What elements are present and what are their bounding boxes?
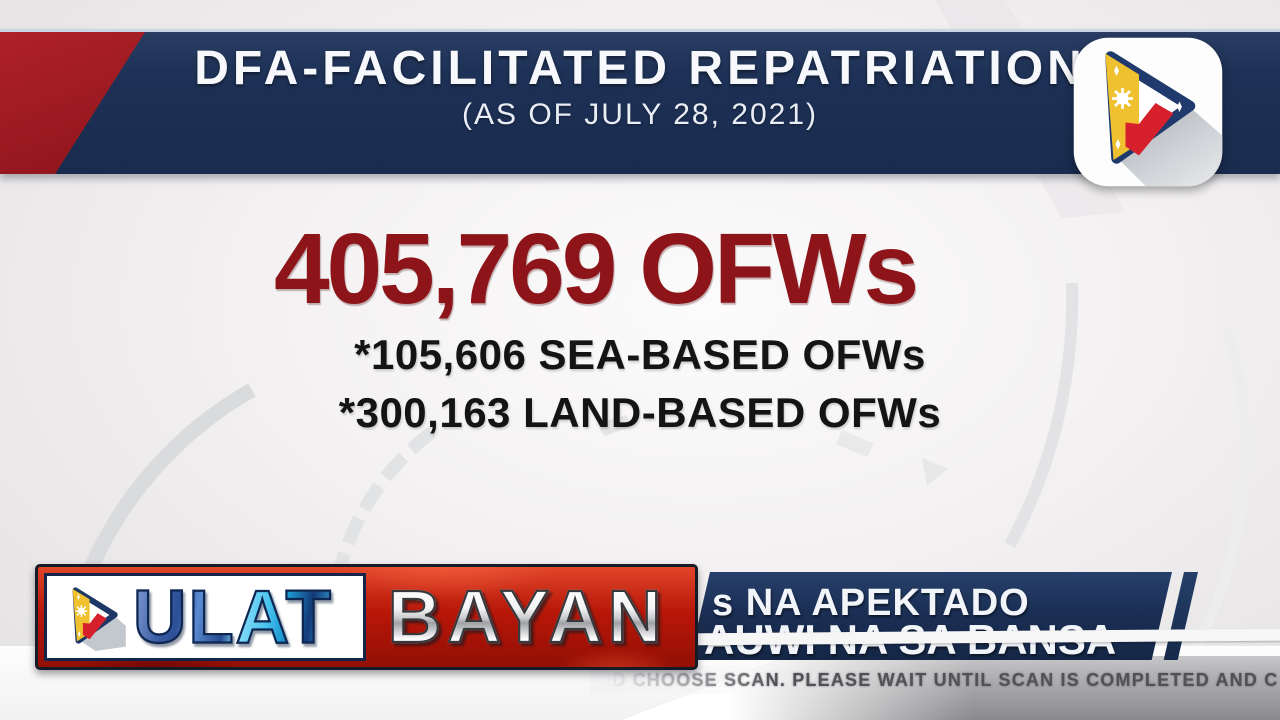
stat-land-based: *300,163 LAND-BASED OFWs: [338, 389, 942, 436]
ulat-logo-panel: ULAT: [44, 573, 366, 661]
ptv-network-logo-icon: [1072, 37, 1224, 187]
total-ofw-count: 405,769 OFWs: [273, 213, 919, 325]
ticker-left-fade: [590, 666, 775, 694]
ulat-wordmark: ULAT: [132, 574, 333, 659]
lower-third-line1: s NA APEKTADO: [712, 582, 1030, 624]
ulat-bayan-logo: ULAT BAYAN: [35, 564, 698, 670]
bayan-wordmark: BAYAN: [387, 575, 668, 658]
ptv-logo-icon: [57, 578, 131, 656]
banner-subtitle: (AS OF JULY 28, 2021): [461, 98, 819, 131]
banner-title: DFA-FACILITATED REPATRIATION: [194, 42, 1086, 95]
stat-sea-based: *105,606 SEA-BASED OFWs: [354, 331, 926, 378]
bayan-panel: BAYAN: [366, 573, 689, 661]
